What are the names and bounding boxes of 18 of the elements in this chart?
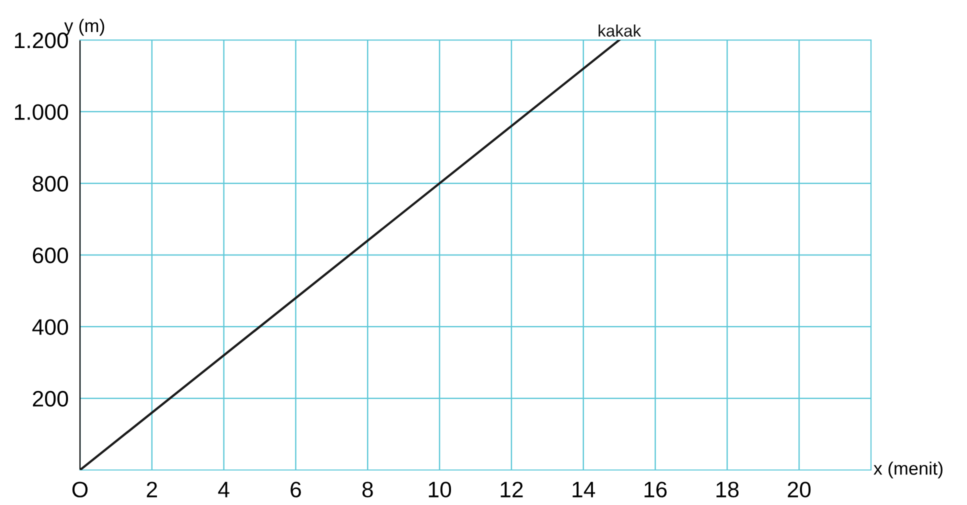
y-tick-label: 400 [32, 319, 68, 335]
x-tick-label: 8 [362, 482, 373, 498]
y-tick-label: 800 [32, 176, 68, 192]
x-tick-label: 20 [788, 482, 811, 498]
x-tick-label: 6 [290, 482, 301, 498]
x-tick-label: 14 [572, 482, 596, 498]
x-tick-label: 10 [428, 482, 452, 498]
y-tick-label: 600 [32, 248, 68, 264]
x-tick-label: 18 [716, 482, 739, 498]
x-tick-label: O [72, 482, 88, 498]
y-tick-label: 1.000 [14, 104, 68, 120]
y-tick-label: 200 [32, 390, 68, 407]
x-axis-title: x (menit) [874, 462, 942, 478]
series-label: kakak [598, 24, 642, 37]
x-tick-label: 12 [500, 482, 523, 498]
x-tick-label: 2 [146, 482, 157, 498]
x-tick-label: 4 [218, 482, 230, 498]
x-tick-label: 16 [644, 482, 667, 498]
